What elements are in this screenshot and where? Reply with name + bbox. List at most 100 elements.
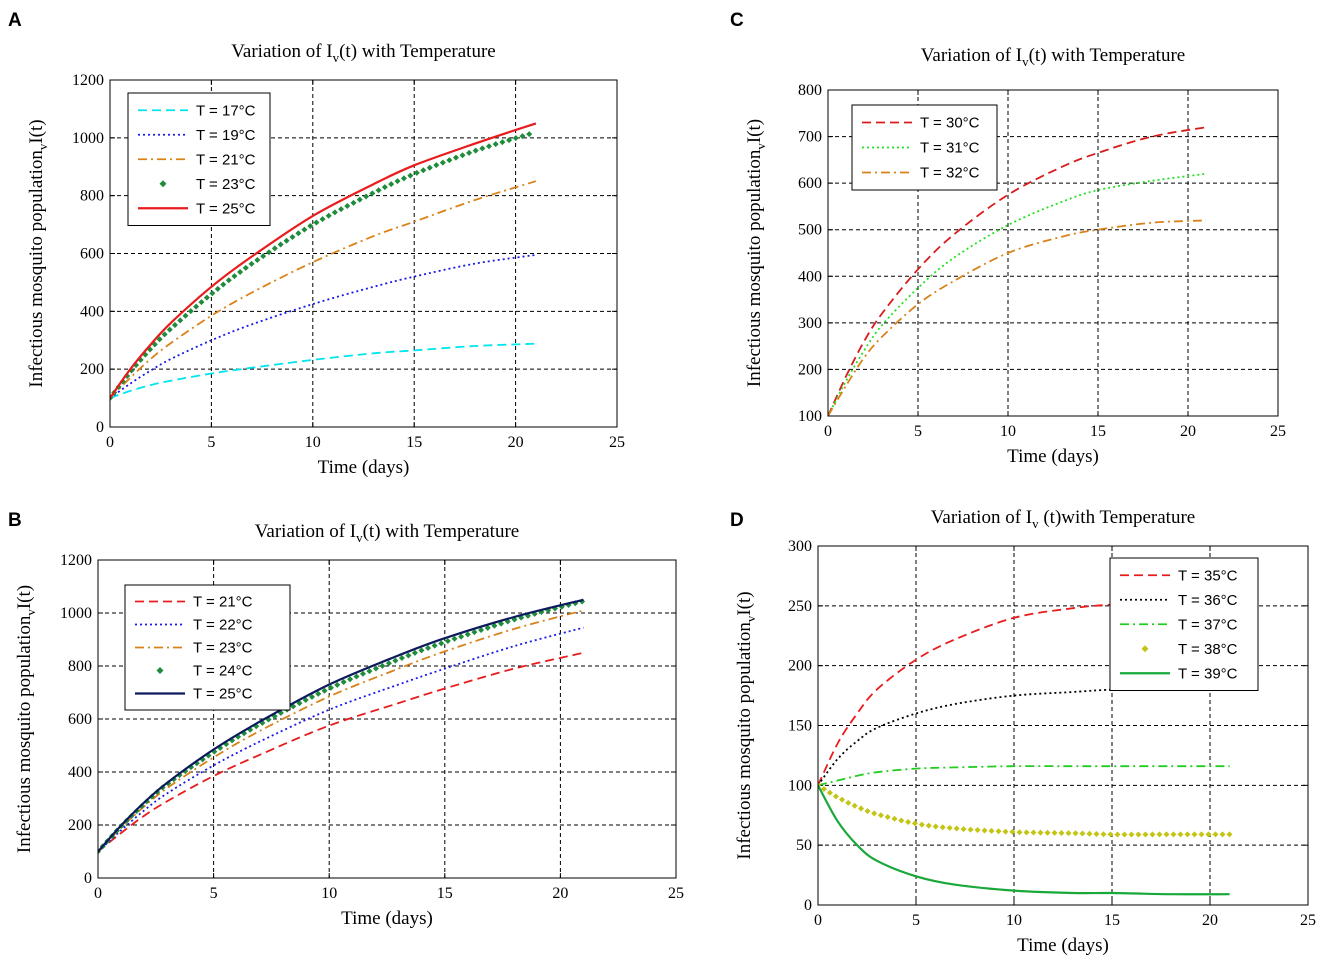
x-tick-label: 15: [1104, 912, 1120, 929]
x-tick-label: 5: [207, 434, 215, 451]
y-tick-label: 800: [80, 188, 104, 205]
series-marker: [1170, 831, 1177, 838]
series-marker: [512, 135, 519, 142]
series-4-line: [98, 598, 584, 853]
legend-box: [124, 584, 291, 711]
series-marker: [974, 827, 981, 834]
series-marker: [486, 143, 493, 150]
series-marker: [353, 673, 360, 680]
series-marker: [877, 812, 884, 819]
y-tick-label: 200: [798, 361, 822, 378]
legend-label-0: T = 21°C: [193, 594, 253, 611]
chart-title: Variation of Iv(t) with Temperature: [231, 41, 495, 65]
series-marker: [939, 824, 946, 831]
x-tick-label: 20: [1202, 912, 1218, 929]
series-marker: [359, 670, 366, 677]
series-marker: [193, 303, 200, 310]
series-marker: [464, 631, 471, 638]
series-marker: [171, 321, 178, 328]
series-marker: [1051, 829, 1058, 836]
y-tick-label: 400: [798, 268, 822, 285]
legend-label-0: T = 35°C: [1178, 567, 1238, 584]
series-2-line: [818, 765, 1230, 787]
series-marker: [845, 799, 852, 806]
series-4-line: [110, 122, 537, 399]
legend-label-2: T = 32°C: [920, 165, 980, 182]
series-marker: [891, 815, 898, 822]
x-axis-label: Time (days): [1017, 935, 1109, 956]
series-marker: [995, 828, 1002, 835]
panel-letter-b: B: [8, 510, 22, 531]
legend-swatch-3: [1141, 645, 1149, 653]
series-marker: [459, 152, 466, 159]
series-marker: [426, 164, 433, 171]
legend-label-3: T = 38°C: [1178, 641, 1238, 658]
series-marker: [260, 253, 267, 260]
series-3-markers: [818, 782, 1233, 838]
series-marker: [334, 681, 341, 688]
x-tick-label: 25: [668, 885, 684, 902]
series-marker: [187, 308, 194, 315]
series-marker: [398, 655, 405, 662]
series-marker: [385, 660, 392, 667]
y-tick-label: 100: [798, 408, 822, 425]
legend-label-1: T = 36°C: [1178, 592, 1238, 609]
x-tick-label: 10: [1006, 912, 1022, 929]
y-tick-label: 800: [68, 658, 92, 675]
x-tick-label: 25: [1270, 423, 1286, 440]
series-marker: [203, 294, 210, 301]
legend-label-1: T = 22°C: [193, 617, 253, 634]
x-tick-label: 20: [1180, 423, 1196, 440]
series-group: [828, 126, 1207, 416]
series-marker: [315, 690, 322, 697]
plot-frame: [109, 79, 618, 428]
y-tick-label: 300: [798, 315, 822, 332]
legend-label-3: T = 24°C: [193, 663, 253, 680]
series-marker: [960, 826, 967, 833]
series-marker: [313, 219, 320, 226]
series-marker: [214, 285, 221, 292]
series-0-line: [828, 126, 1207, 416]
series-marker: [1114, 831, 1121, 838]
x-tick-label: 15: [406, 434, 422, 451]
series-marker: [1107, 831, 1114, 838]
legend: T = 35°C T = 36°C T = 37°C T = 38°C T = 39°C: [1109, 557, 1259, 691]
chart-title: Variation of Iv(t) with Temperature: [921, 45, 1185, 69]
series-marker: [301, 226, 308, 233]
series-marker: [1072, 830, 1079, 837]
series-marker: [1198, 831, 1205, 838]
series-marker: [400, 175, 407, 182]
y-tick-label: 0: [96, 419, 104, 436]
series-marker: [231, 273, 238, 280]
series-marker: [1016, 829, 1023, 836]
series-marker: [369, 190, 376, 197]
x-tick-label: 10: [321, 885, 337, 902]
series-marker: [438, 640, 445, 647]
series-marker: [988, 827, 995, 834]
series-marker: [932, 823, 939, 830]
legend-label-1: T = 19°C: [196, 127, 256, 144]
series-marker: [864, 808, 871, 815]
x-tick-label: 0: [814, 912, 822, 929]
legend-label-0: T = 30°C: [920, 115, 980, 132]
series-marker: [363, 193, 370, 200]
series-marker: [327, 684, 334, 691]
series-marker: [1212, 831, 1219, 838]
series-marker: [905, 819, 912, 826]
series-marker: [446, 157, 453, 164]
series-marker: [271, 245, 278, 252]
y-tick-label: 1200: [72, 72, 104, 89]
chart-title: Variation of Iv(t) with Temperature: [255, 521, 519, 545]
y-tick-label: 800: [798, 82, 822, 99]
x-tick-label: 0: [94, 885, 102, 902]
legend-label-1: T = 31°C: [920, 140, 980, 157]
x-tick-label: 15: [1090, 423, 1106, 440]
series-marker: [289, 233, 296, 240]
y-tick-label: 1000: [60, 605, 92, 622]
series-marker: [248, 260, 255, 267]
series-marker: [433, 162, 440, 169]
series-marker: [1184, 831, 1191, 838]
series-marker: [338, 206, 345, 213]
